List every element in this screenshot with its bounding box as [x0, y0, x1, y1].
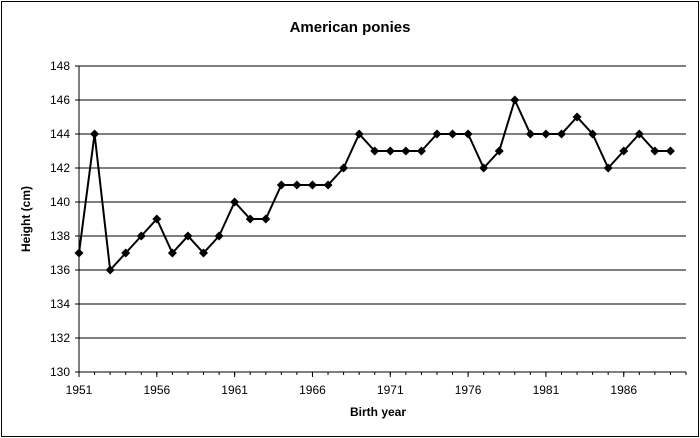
data-point [510, 95, 520, 105]
data-point [276, 180, 286, 190]
data-point [619, 146, 629, 156]
data-point [292, 180, 302, 190]
x-tick-label: 1986 [610, 383, 637, 397]
y-axis-title: Height (cm) [19, 186, 33, 252]
y-tick-label: 136 [50, 263, 70, 277]
data-point [339, 163, 349, 173]
data-point [479, 163, 489, 173]
data-point [603, 163, 613, 173]
data-point [323, 180, 333, 190]
data-point [152, 214, 162, 224]
data-point [588, 129, 598, 139]
x-tick-label: 1981 [533, 383, 560, 397]
data-point [385, 146, 395, 156]
y-tick-label: 148 [50, 59, 70, 73]
y-tick-label: 146 [50, 93, 70, 107]
data-point [525, 129, 535, 139]
data-point [572, 112, 582, 122]
y-tick-label: 132 [50, 331, 70, 345]
data-point [167, 248, 177, 258]
x-tick-label: 1951 [66, 383, 93, 397]
data-point [463, 129, 473, 139]
x-tick-label: 1956 [143, 383, 170, 397]
x-tick-label: 1976 [455, 383, 482, 397]
data-point [136, 231, 146, 241]
data-point [650, 146, 660, 156]
data-point [665, 146, 675, 156]
data-point [105, 265, 115, 275]
data-point [183, 231, 193, 241]
axes [75, 65, 687, 377]
y-tick-label: 140 [50, 195, 70, 209]
data-point [199, 248, 209, 258]
x-axis-title: Birth year [350, 405, 406, 419]
y-tick-label: 134 [50, 297, 70, 311]
y-tick-label: 142 [50, 161, 70, 175]
data-point [245, 214, 255, 224]
data-point [432, 129, 442, 139]
y-tick-label: 138 [50, 229, 70, 243]
data-point [556, 129, 566, 139]
data-point [354, 129, 364, 139]
data-point [261, 214, 271, 224]
data-point [230, 197, 240, 207]
x-tick-label: 1961 [221, 383, 248, 397]
data-point [448, 129, 458, 139]
y-tick-label: 130 [50, 365, 70, 379]
series-group [74, 95, 675, 275]
data-point [416, 146, 426, 156]
x-tick-label: 1971 [377, 383, 404, 397]
data-point [634, 129, 644, 139]
gridlines [79, 65, 686, 339]
data-point [214, 231, 224, 241]
data-point [121, 248, 131, 258]
x-tick-labels: 1951 1956 1961 1966 1971 1976 1981 1986 [66, 383, 638, 397]
y-tick-labels: 130 132 134 136 138 140 142 144 146 148 [50, 59, 70, 379]
chart-title: American ponies [290, 19, 411, 36]
data-point [494, 146, 504, 156]
x-tick-label: 1966 [299, 383, 326, 397]
data-point [541, 129, 551, 139]
data-point [90, 129, 100, 139]
data-point [401, 146, 411, 156]
data-point [307, 180, 317, 190]
series-line [78, 97, 671, 273]
y-tick-label: 144 [50, 127, 70, 141]
data-point [370, 146, 380, 156]
data-point [74, 248, 84, 258]
